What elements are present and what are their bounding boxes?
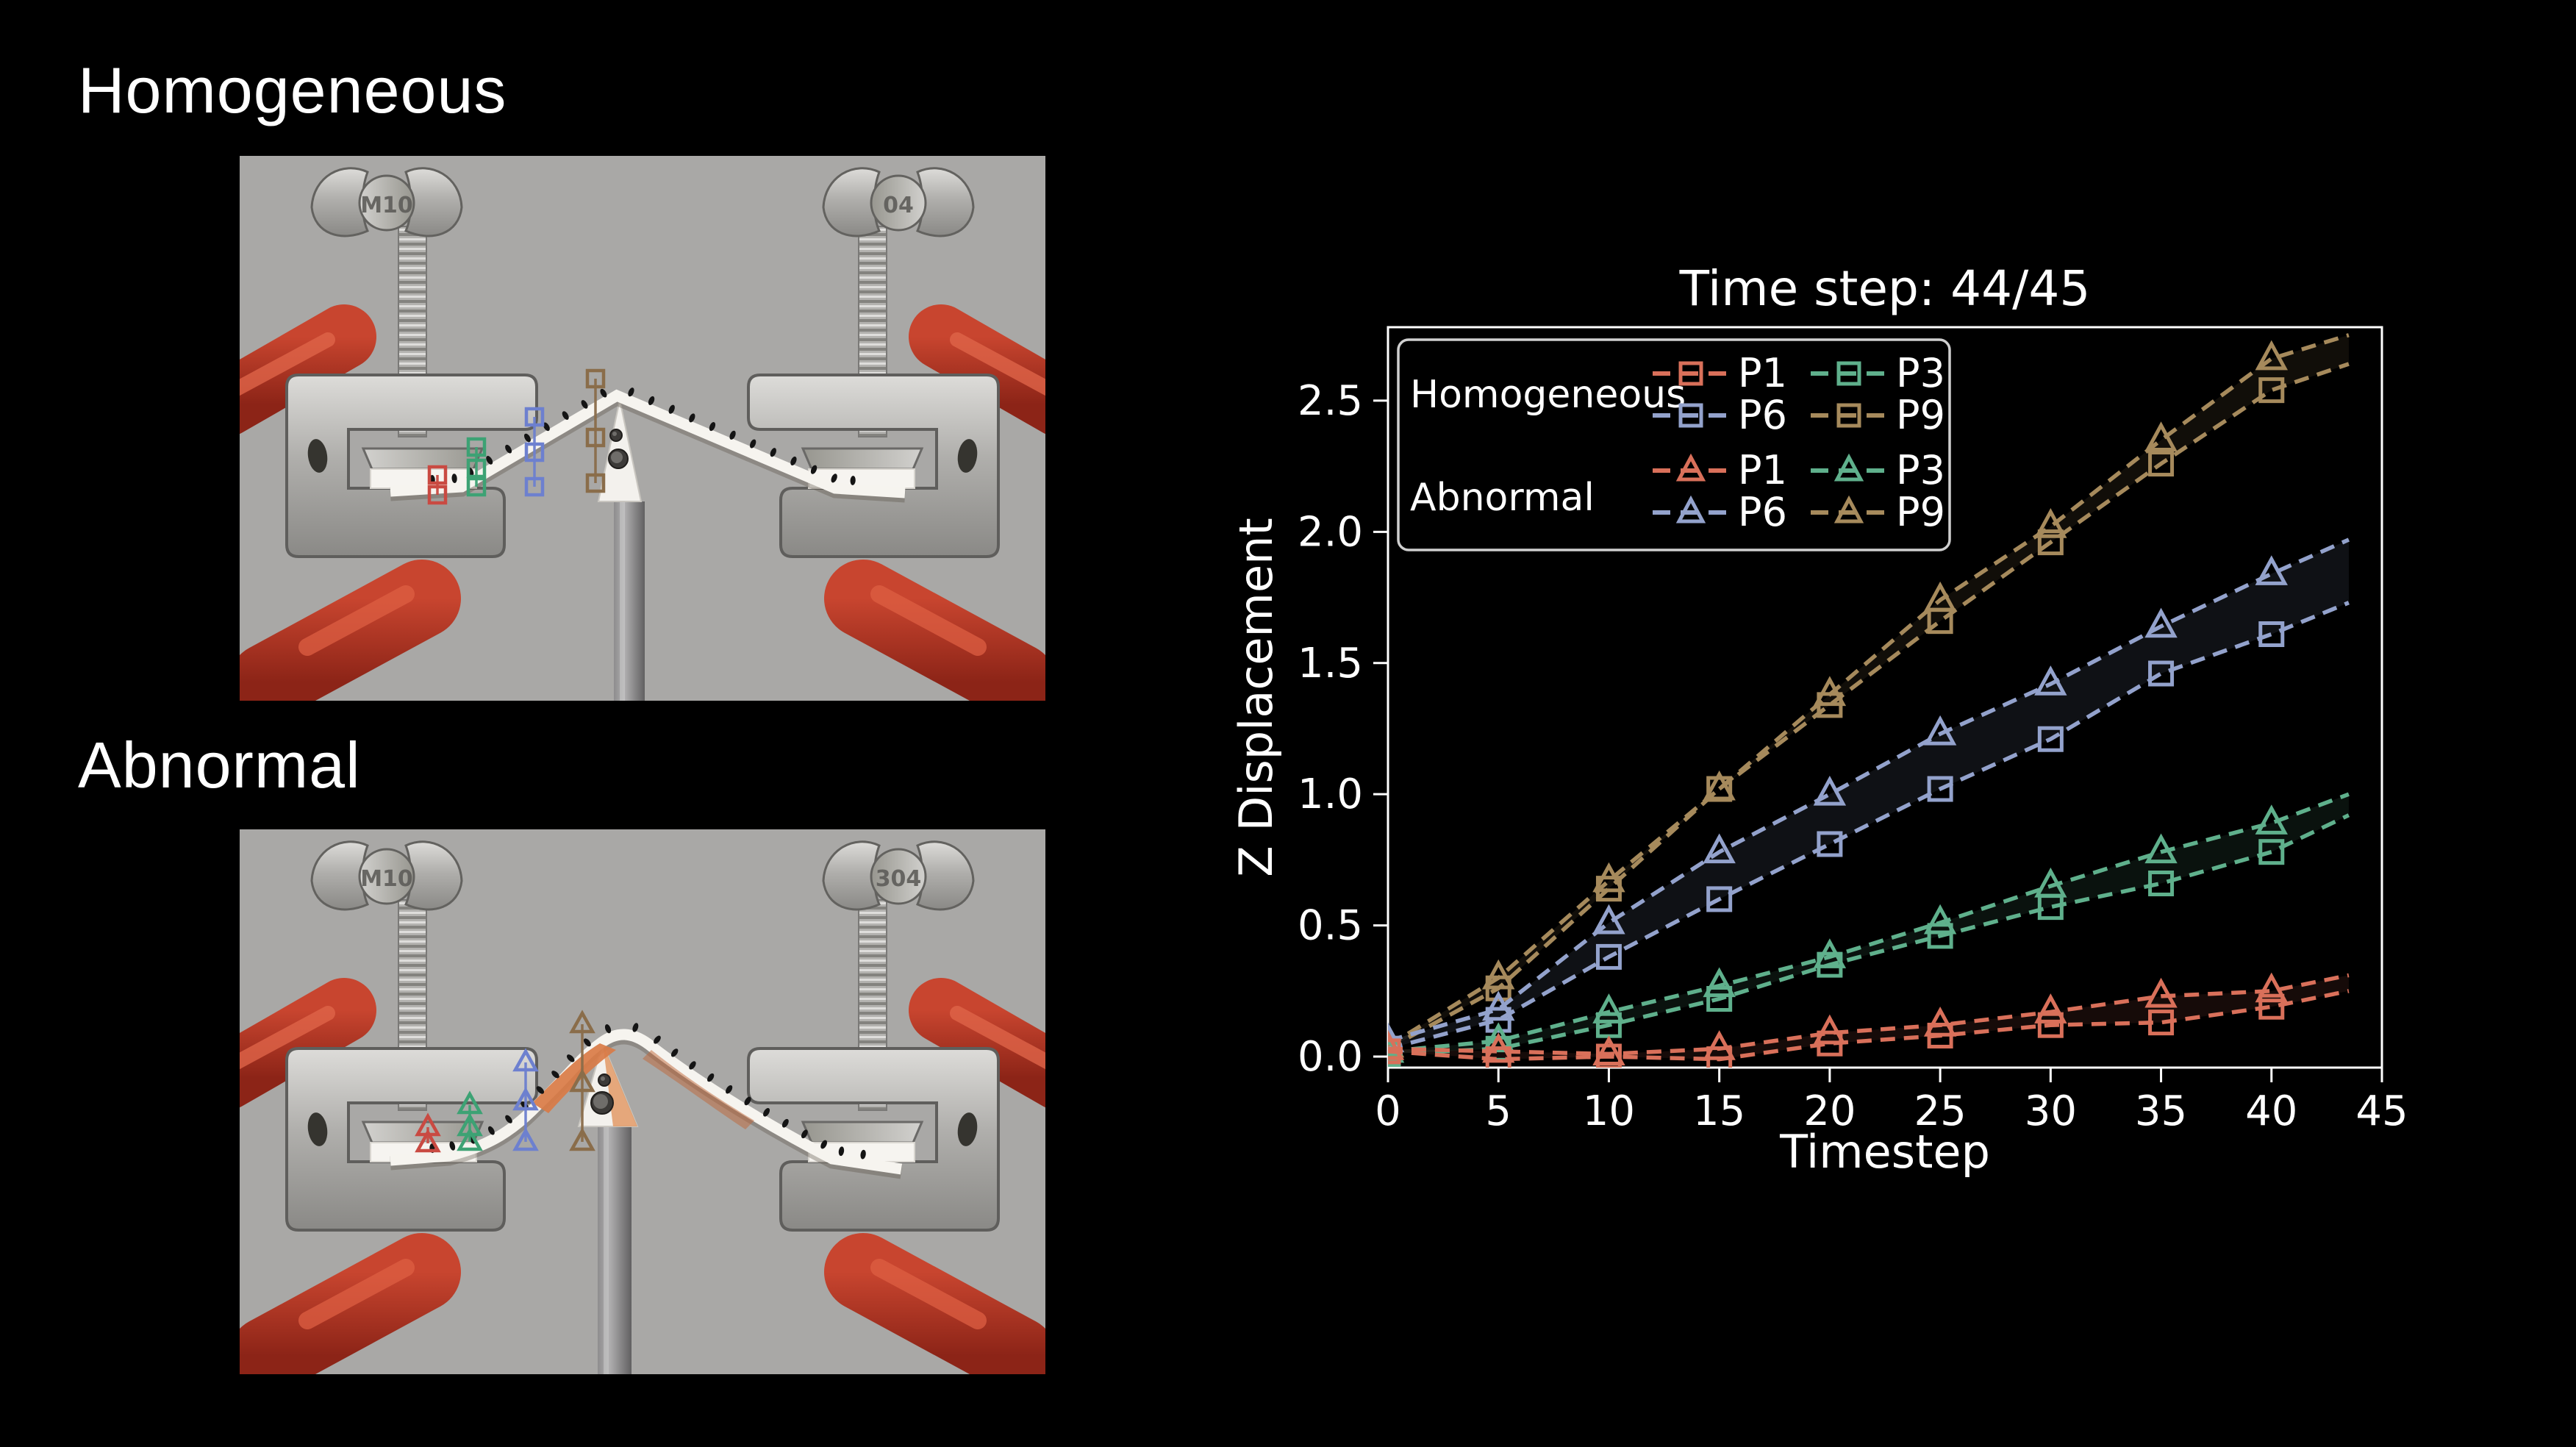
plot-area [1388,333,2350,1068]
x-tick-label-15: 15 [1693,1087,1745,1135]
wing-nut-engraving-left: M10 [360,866,413,892]
x-tick-label-30: 30 [2025,1087,2077,1135]
uncertainty-band-P9 [1388,335,2349,1049]
red-grip-lower-left [240,560,461,701]
chart-title: Time step: 44/45 [1679,260,2091,317]
wing-nut-left: M10 [310,167,463,237]
photo-abnormal: M10 304 [240,829,1045,1374]
x-tick-label-40: 40 [2245,1087,2297,1135]
legend-label-homogeneous-P1: P1 [1738,350,1787,396]
red-grip-lower-right [824,1233,1045,1374]
red-grip-lower-left [240,1233,461,1374]
c-clamp-left: M10 [240,167,538,701]
probe-marker-column-P6 [512,1048,539,1151]
series-homogeneous-P6 [1388,601,2350,1062]
anomaly-stain [532,1043,616,1113]
legend-entry-abnormal-P6: P6 [1653,489,1787,535]
y-tick-label-0.5: 0.5 [1298,902,1363,950]
legend-entry-abnormal-P9: P9 [1811,489,1945,535]
red-grip-lower-right [824,560,1045,701]
probe-marker-column-P9 [569,1010,595,1151]
probe-marker-column-P3 [466,437,487,497]
x-tick-label-10: 10 [1583,1087,1635,1135]
wing-nut-engraving-left: M10 [360,193,413,218]
legend-group-abnormal: Abnormal [1410,476,1595,520]
series-abnormal-P1 [1388,972,2350,1065]
probe-marker-column-P9 [585,368,606,493]
clamp-foot-right [801,447,924,471]
legend-entry-homogeneous-P3: P3 [1811,350,1945,396]
legend: Homogeneous Abnormal P1 P3 P6 P9 P1 P3 P6 P9 [1397,338,1951,551]
wing-nut-right: 04 [822,167,975,237]
clamp-frame-left [285,374,538,558]
clamp-foot-left [361,447,484,471]
legend-label-abnormal-P1: P1 [1738,447,1787,493]
legend-label-abnormal-P6: P6 [1738,489,1787,535]
y-tick-label-2.5: 2.5 [1298,377,1363,425]
probe-marker-column-P1 [427,465,448,505]
y-tick-label-2.0: 2.0 [1298,508,1363,556]
y-axis-label: Z Displacement [1229,518,1283,876]
support-rod [614,501,645,701]
legend-group-homogeneous: Homogeneous [1410,373,1686,417]
y-tick-label-1.0: 1.0 [1298,771,1363,818]
probe-marker-column-P6 [524,407,545,497]
legend-label-homogeneous-P9: P9 [1896,392,1945,438]
x-tick-label-20: 20 [1803,1087,1856,1135]
wing-nut-left: M10 [310,840,463,911]
legend-label-abnormal-P3: P3 [1896,447,1945,493]
probe-marker-column-P1 [415,1112,441,1153]
x-tick-label-5: 5 [1485,1087,1511,1135]
support-rod [598,1126,632,1374]
uncertainty-band-P1 [1388,975,2349,1060]
y-tick-label-1.5: 1.5 [1298,640,1363,687]
series-abnormal-P6 [1388,537,2350,1053]
x-tick-label-0: 0 [1375,1087,1401,1135]
probe-marker-column-P3 [457,1090,483,1151]
clamp-foot-right [801,1121,924,1144]
x-axis: 0 5 10 15 20 25 30 35 40 45 [1375,1068,2408,1135]
legend-entry-homogeneous-P9: P9 [1811,392,1945,438]
clamp-frame-right [747,1047,1000,1232]
legend-entry-homogeneous-P1: P1 [1653,350,1787,396]
wing-nut-right: 304 [822,840,975,911]
x-axis-label: Timestep [1779,1125,1990,1179]
material-strip [390,1029,903,1175]
y-axis: 0.0 0.5 1.0 1.5 2.0 2.5 [1298,377,1388,1081]
legend-label-homogeneous-P6: P6 [1738,392,1787,438]
uncertainty-band-P6 [1388,540,2349,1049]
x-tick-label-45: 45 [2355,1087,2408,1135]
legend-label-abnormal-P9: P9 [1896,489,1945,535]
x-tick-label-25: 25 [1914,1087,1966,1135]
x-tick-label-35: 35 [2135,1087,2187,1135]
panel-caption-abnormal: Abnormal [78,729,361,801]
wing-nut-engraving-right: 04 [883,193,914,218]
legend-entry-abnormal-P1: P1 [1653,447,1787,493]
legend-label-homogeneous-P3: P3 [1896,350,1945,396]
wing-nut-engraving-right: 304 [876,866,922,892]
panel-caption-homogeneous: Homogeneous [78,54,507,126]
series-abnormal-P9 [1388,333,2350,1058]
c-clamp-right: 04 [747,167,1045,701]
displacement-chart: Time step: 44/45 0 5 10 15 20 25 30 35 40 45 0.0 0.5… [1229,260,2408,1179]
photo-homogeneous: M10 04 [240,156,1045,701]
legend-entry-abnormal-P3: P3 [1811,447,1945,493]
anomaly-stain-right [643,1050,754,1129]
legend-entry-homogeneous-P6: P6 [1653,392,1787,438]
clamp-frame-right [747,374,1000,558]
y-tick-label-0.0: 0.0 [1298,1033,1363,1081]
